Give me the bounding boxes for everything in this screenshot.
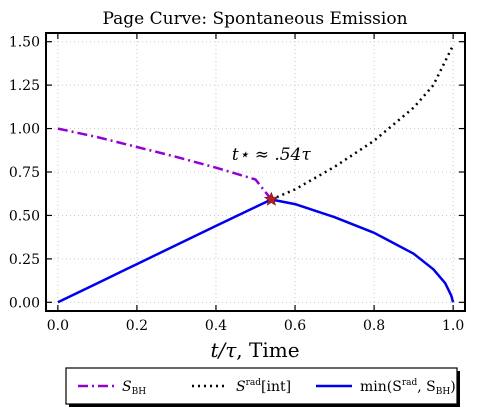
x-tick-label: 0.4 [205,318,227,334]
legend-label-2: min(Srad, SBH) [360,378,456,397]
x-axis-title: t/τ, Time [210,338,299,362]
y-tick-label: 0.75 [9,165,40,181]
legend-sup: rad [402,378,418,388]
series-line-2 [57,198,455,304]
star-marker [263,191,279,206]
legend-base: min(S [360,379,402,395]
x-tick-label: 0.6 [284,318,306,334]
y-tick-label: 1.25 [9,78,40,94]
series-layer [57,44,455,304]
legend-suffix: ) [450,379,455,395]
legend-sup: rad [246,378,262,388]
star-annotation: t⋆ ≈ .54τ [232,145,312,165]
legend-base: S [122,379,132,395]
x-axis-text: , Time [236,338,299,362]
legend-sub: BH [436,387,451,397]
legend-label-1: Srad[int] [236,378,291,395]
series-line-0 [57,127,273,201]
axis-ticks: 0.0 0.2 0.4 0.6 0.8 1.0 0.00 0.25 0.50 0.75 1.00 1.… [9,33,465,334]
legend: SBH Srad[int] min(Srad, SBH) [65,367,460,407]
legend-mid: , S [417,379,436,395]
x-tick-label: 0.0 [47,318,69,334]
legend-suffix: [int] [261,379,291,395]
x-tick-label: 0.2 [126,318,148,334]
x-tick-label: 1.0 [442,318,464,334]
chart-title: Page Curve: Spontaneous Emission [102,9,407,29]
legend-box [65,367,458,405]
y-tick-label: 0.25 [9,252,40,268]
series-line-1 [270,44,455,201]
x-tick-label: 0.8 [363,318,385,334]
legend-base: S [236,379,246,395]
y-tick-label: 0.50 [9,208,40,224]
legend-sub: BH [132,387,147,397]
y-tick-label: 1.00 [9,122,40,138]
grid-lines [46,33,465,311]
y-tick-label: 1.50 [9,35,40,51]
y-tick-label: 0.00 [9,295,40,311]
x-axis-math: t/τ [210,338,237,362]
legend-label-0: SBH [122,379,146,397]
marker-layer [263,191,279,206]
